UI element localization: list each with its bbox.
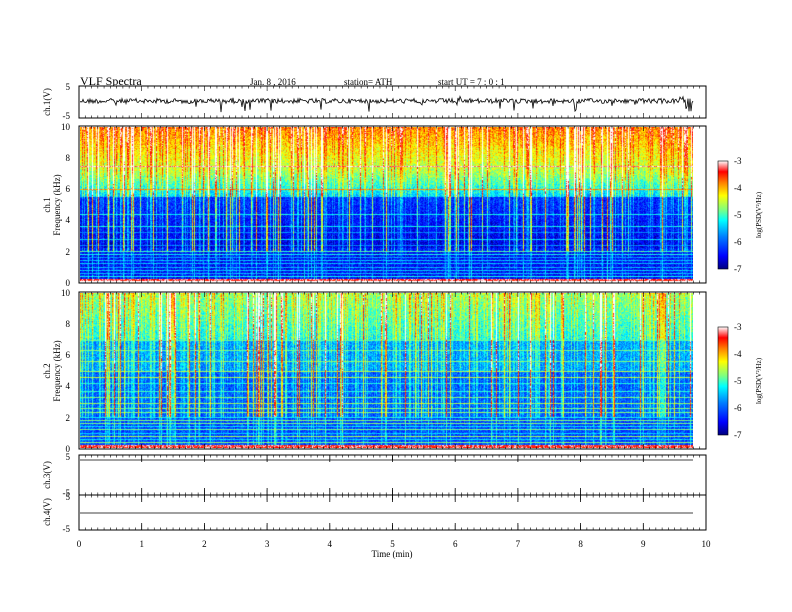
xtick-8: 8 [578,539,583,549]
ch1s-ytick-10: 10 [61,122,71,132]
x-axis: 0 1 2 3 4 5 6 7 8 9 10 Time (min) [77,539,711,559]
cb1-tick-m7: -7 [734,264,742,274]
cb2-tick-m5: -5 [734,376,742,386]
xtick-2: 2 [202,539,207,549]
cb2-label: log(PSD(V²/Hz) [755,357,763,404]
time-tick-marks [78,86,707,530]
xtick-0: 0 [77,539,82,549]
ch3w-ytick-top: 5 [66,452,71,462]
ch4w-ylabel: ch.4(V) [42,498,52,526]
ch2s-ytick-2: 2 [66,413,71,423]
ch1s-ytick-8: 8 [66,153,71,163]
ch4w-ytick-bottom: -5 [63,524,71,534]
xtick-10: 10 [702,539,712,549]
cb1-label: log(PSD(V²/Hz) [755,191,763,238]
ch2s-ytick-8: 8 [66,319,71,329]
xtick-6: 6 [453,539,458,549]
ch2s-ytick-10: 10 [61,288,71,298]
ch1-colorbar [717,160,729,270]
date-label: Jan. 8 , 2016 [250,77,296,87]
cb1-tick-m4: -4 [734,183,742,193]
xtick-4: 4 [328,539,333,549]
cb1-tick-m5: -5 [734,210,742,220]
xtick-3: 3 [265,539,270,549]
xtick-5: 5 [390,539,395,549]
ch4w-ytick-top: 5 [66,492,71,502]
ch1w-ytick-bottom: -5 [63,111,71,121]
x-axis-label: Time (min) [372,549,413,559]
ch2-colorbar [717,326,729,436]
ch3w-ytick-bottom: -5 [63,488,71,498]
ch1s-ylabel-frequency: Frequency (kHz) [52,174,62,235]
ch1w-ytick-top: 5 [66,82,71,92]
ch1s-ytick-4: 4 [66,215,71,225]
ch1s-ytick-6: 6 [66,184,71,194]
cb2-tick-m4: -4 [734,349,742,359]
station-label: station= ATH [344,77,393,87]
cb1-tick-m3: -3 [734,156,742,166]
ch2s-ylabel-channel: ch.2 [42,363,52,378]
xtick-7: 7 [516,539,521,549]
cb2-tick-m3: -3 [734,322,742,332]
chart-title: VLF Spectra [80,74,142,88]
ch3w-ylabel: ch.3(V) [42,461,52,489]
ch1w-ylabel: ch.1(V) [42,88,52,116]
ch1-spectrogram-heatmap [80,127,693,282]
ch1s-ytick-2: 2 [66,247,71,257]
ch2-spectrogram-panel: 0 2 4 6 8 10 ch.2 Frequency (kHz) -3 -4 … [42,288,763,454]
start-time-label: start UT = 7 : 0 : 1 [438,77,505,87]
ch2s-ylabel-frequency: Frequency (kHz) [52,340,62,401]
ch1s-ytick-0: 0 [66,278,71,288]
cb2-tick-m6: -6 [734,403,742,413]
ch2s-ytick-4: 4 [66,381,71,391]
ch1s-ylabel-channel: ch.1 [42,197,52,212]
ch2-spectrogram-heatmap [80,293,693,448]
cb2-tick-m7: -7 [734,430,742,440]
ch1-spectrogram-panel: 0 2 4 6 8 10 ch.1 Frequency (kHz) -3 -4 … [42,122,763,288]
ch2s-ytick-6: 6 [66,350,71,360]
xtick-1: 1 [139,539,144,549]
ch1-waveform-panel: 5 -5 ch.1(V) [42,82,707,121]
ch1-waveform-line [79,95,694,113]
cb1-tick-m6: -6 [734,237,742,247]
ch2s-ytick-0: 0 [66,444,71,454]
xtick-9: 9 [641,539,646,549]
